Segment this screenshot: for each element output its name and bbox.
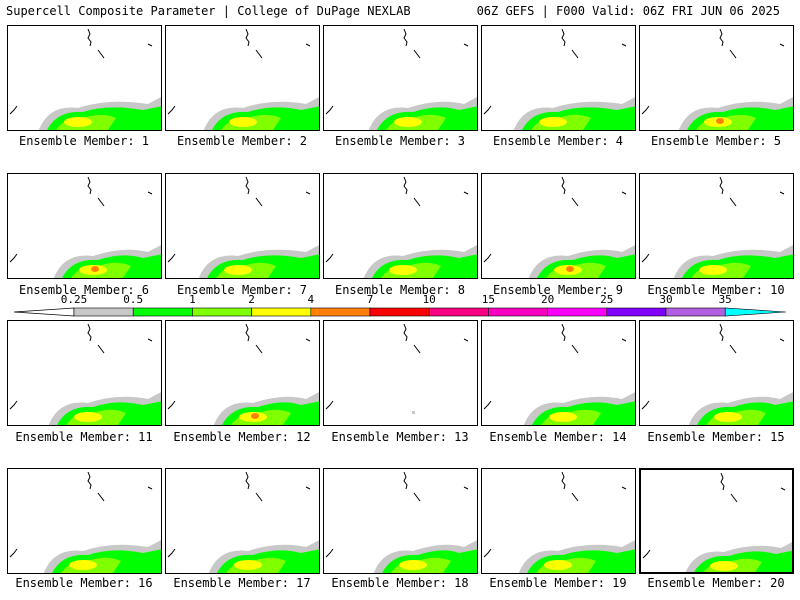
scp-shading bbox=[688, 392, 793, 425]
colorbar-segment bbox=[310, 307, 371, 317]
colorbar-segment bbox=[606, 307, 667, 317]
ensemble-member-label: Ensemble Member: 13 bbox=[331, 430, 469, 444]
colorbar-left-arrow bbox=[13, 307, 75, 317]
colorbar-segment bbox=[251, 307, 312, 317]
scp-shading bbox=[213, 392, 319, 425]
colorbar-tick-label: 4 bbox=[307, 293, 314, 306]
colorbar-tick-label: 30 bbox=[659, 293, 672, 306]
ensemble-member-label: Ensemble Member: 5 bbox=[650, 134, 782, 148]
ensemble-member-label: Ensemble Member: 8 bbox=[334, 283, 466, 297]
colorbar-tick-label: 15 bbox=[482, 293, 495, 306]
colorbar-tick-label: 25 bbox=[600, 293, 613, 306]
map-panel-member-14[interactable] bbox=[481, 320, 636, 426]
ensemble-member-label: Ensemble Member: 7 bbox=[176, 283, 308, 297]
colorbar-tick-label: 2 bbox=[248, 293, 255, 306]
map-panel-member-9[interactable] bbox=[481, 173, 636, 279]
run-info: 06Z GEFS | F000 Valid: 06Z FRI JUN 06 20… bbox=[476, 4, 780, 18]
scp-shading bbox=[523, 392, 635, 425]
colorbar-tick-label: 10 bbox=[423, 293, 436, 306]
ensemble-member-label: Ensemble Member: 16 bbox=[15, 576, 153, 590]
ensemble-member-label: Ensemble Member: 17 bbox=[173, 576, 311, 590]
ensemble-member-label: Ensemble Member: 20 bbox=[647, 576, 785, 590]
scp-shading bbox=[673, 245, 793, 278]
scp-shading bbox=[528, 245, 635, 278]
ensemble-member-label: Ensemble Member: 11 bbox=[15, 430, 153, 444]
scp-shading bbox=[208, 540, 319, 573]
ensemble-member-label: Ensemble Member: 9 bbox=[492, 283, 624, 297]
colorbar-segment bbox=[665, 307, 726, 317]
ensemble-member-label: Ensemble Member: 4 bbox=[492, 134, 624, 148]
colorbar-segment bbox=[488, 307, 548, 317]
page-title: Supercell Composite Parameter | College … bbox=[6, 4, 411, 18]
ensemble-member-label: Ensemble Member: 6 bbox=[18, 283, 150, 297]
scp-shading bbox=[43, 540, 161, 573]
scp-shading bbox=[363, 245, 477, 278]
colorbar-tick-label: 35 bbox=[719, 293, 732, 306]
colorbar-tick-label: 7 bbox=[367, 293, 374, 306]
map-panel-member-1[interactable] bbox=[7, 25, 162, 131]
scp-shading bbox=[373, 540, 477, 573]
scp-shading bbox=[48, 392, 161, 425]
colorbar-segment bbox=[428, 307, 489, 317]
scp-shading bbox=[368, 97, 477, 130]
scp-shading bbox=[685, 542, 792, 572]
scp-shading bbox=[38, 97, 161, 130]
scp-shading bbox=[678, 97, 793, 130]
colorbar-segment bbox=[369, 307, 430, 317]
map-panel-member-11[interactable] bbox=[7, 320, 162, 426]
colorbar-tick-label: 0.25 bbox=[61, 293, 88, 306]
ensemble-member-label: Ensemble Member: 1 bbox=[18, 134, 150, 148]
ensemble-member-label: Ensemble Member: 15 bbox=[647, 430, 785, 444]
colorbar-tick-label: 0.5 bbox=[123, 293, 143, 306]
map-panel-member-12[interactable] bbox=[165, 320, 320, 426]
ensemble-member-label: Ensemble Member: 14 bbox=[489, 430, 627, 444]
scp-shading bbox=[53, 245, 161, 278]
colorbar-tick-label: 20 bbox=[541, 293, 554, 306]
map-panel-member-10[interactable] bbox=[639, 173, 794, 279]
scp-shading bbox=[518, 540, 635, 573]
colorbar-segment bbox=[132, 307, 193, 317]
map-panel-member-8[interactable] bbox=[323, 173, 478, 279]
map-panel-member-18[interactable] bbox=[323, 468, 478, 574]
map-panel-member-2[interactable] bbox=[165, 25, 320, 131]
map-panel-member-7[interactable] bbox=[165, 173, 320, 279]
map-panel-member-5[interactable] bbox=[639, 25, 794, 131]
map-panel-member-15[interactable] bbox=[639, 320, 794, 426]
ensemble-member-label: Ensemble Member: 10 bbox=[647, 283, 785, 297]
scp-shading bbox=[513, 97, 635, 130]
map-panel-member-3[interactable] bbox=[323, 25, 478, 131]
colorbar-right-arrow bbox=[724, 307, 787, 317]
ensemble-member-label: Ensemble Member: 18 bbox=[331, 576, 469, 590]
colorbar-tick-label: 1 bbox=[189, 293, 196, 306]
colorbar-segment bbox=[192, 307, 252, 317]
ensemble-member-label: Ensemble Member: 3 bbox=[334, 134, 466, 148]
map-panel-member-20[interactable] bbox=[639, 468, 794, 574]
scp-shading bbox=[203, 97, 319, 130]
ensemble-member-label: Ensemble Member: 19 bbox=[489, 576, 627, 590]
map-panel-member-16[interactable] bbox=[7, 468, 162, 574]
ensemble-member-label: Ensemble Member: 2 bbox=[176, 134, 308, 148]
colorbar-segment bbox=[547, 307, 608, 317]
colorbar-segment bbox=[73, 307, 134, 317]
map-panel-member-13[interactable] bbox=[323, 320, 478, 426]
scp-shading bbox=[412, 411, 415, 414]
ensemble-member-label: Ensemble Member: 12 bbox=[173, 430, 311, 444]
color-scale-legend: 0.25 0.5 1 2 4 7 10 15 20 25 30 35 bbox=[13, 293, 787, 317]
scp-shading bbox=[198, 245, 319, 278]
map-panel-member-17[interactable] bbox=[165, 468, 320, 574]
map-panel-member-6[interactable] bbox=[7, 173, 162, 279]
map-panel-member-19[interactable] bbox=[481, 468, 636, 574]
map-panel-member-4[interactable] bbox=[481, 25, 636, 131]
